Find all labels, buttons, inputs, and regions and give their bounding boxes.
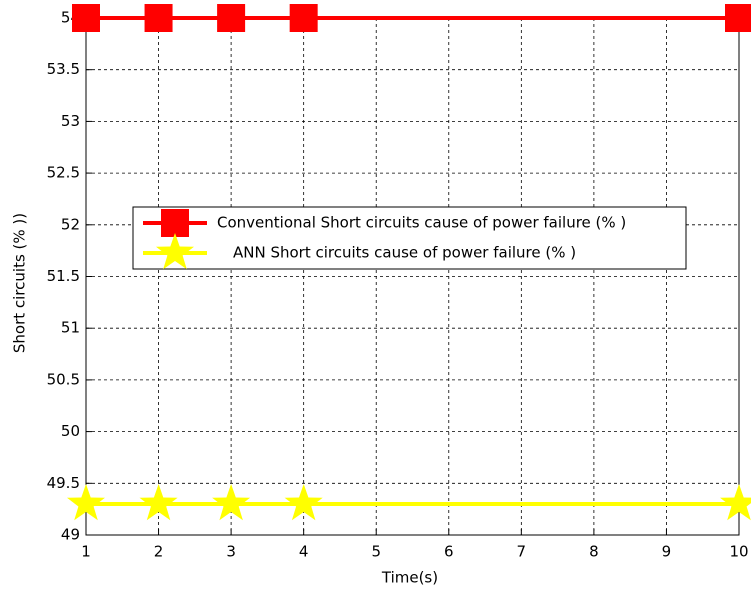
y-tick-label: 53 xyxy=(61,112,80,130)
marker xyxy=(212,484,251,521)
legend-label: ANN Short circuits cause of power failur… xyxy=(233,244,576,262)
marker xyxy=(217,4,246,32)
marker xyxy=(284,484,323,521)
y-tick-label: 51.5 xyxy=(47,267,80,285)
marker xyxy=(725,4,751,32)
y-tick-label: 52 xyxy=(61,215,80,233)
x-tick-label: 2 xyxy=(154,543,164,561)
marker xyxy=(289,4,318,32)
marker xyxy=(144,4,173,32)
x-tick-label: 4 xyxy=(299,543,309,561)
x-tick-label: 6 xyxy=(444,543,454,561)
x-tick-label: 8 xyxy=(589,543,599,561)
x-tick-label: 1 xyxy=(81,543,91,561)
x-axis-label: Time(s) xyxy=(381,569,438,587)
legend-marker xyxy=(156,233,194,270)
legend-box xyxy=(132,206,687,270)
y-tick-label: 51 xyxy=(61,319,80,337)
marker xyxy=(72,4,100,32)
legend-label: Conventional Short circuits cause of pow… xyxy=(217,214,626,232)
x-tick-label: 3 xyxy=(226,543,236,561)
marker xyxy=(67,484,105,521)
y-tick-label: 49 xyxy=(61,526,80,544)
x-tick-label: 10 xyxy=(729,543,748,561)
x-tick-label: 7 xyxy=(517,543,527,561)
y-tick-label: 50 xyxy=(61,422,80,440)
marker xyxy=(720,484,751,521)
x-tick-label: 5 xyxy=(371,543,381,561)
x-tick-label: 9 xyxy=(662,543,672,561)
y-axis-label: Short circuits (% )) xyxy=(11,213,29,353)
y-tick-label: 49.5 xyxy=(47,474,80,492)
y-tick-label: 50.5 xyxy=(47,370,80,388)
legend-marker xyxy=(161,209,189,237)
y-tick-label: 53.5 xyxy=(47,60,80,78)
y-tick-label: 52.5 xyxy=(47,164,80,182)
marker xyxy=(139,484,178,521)
